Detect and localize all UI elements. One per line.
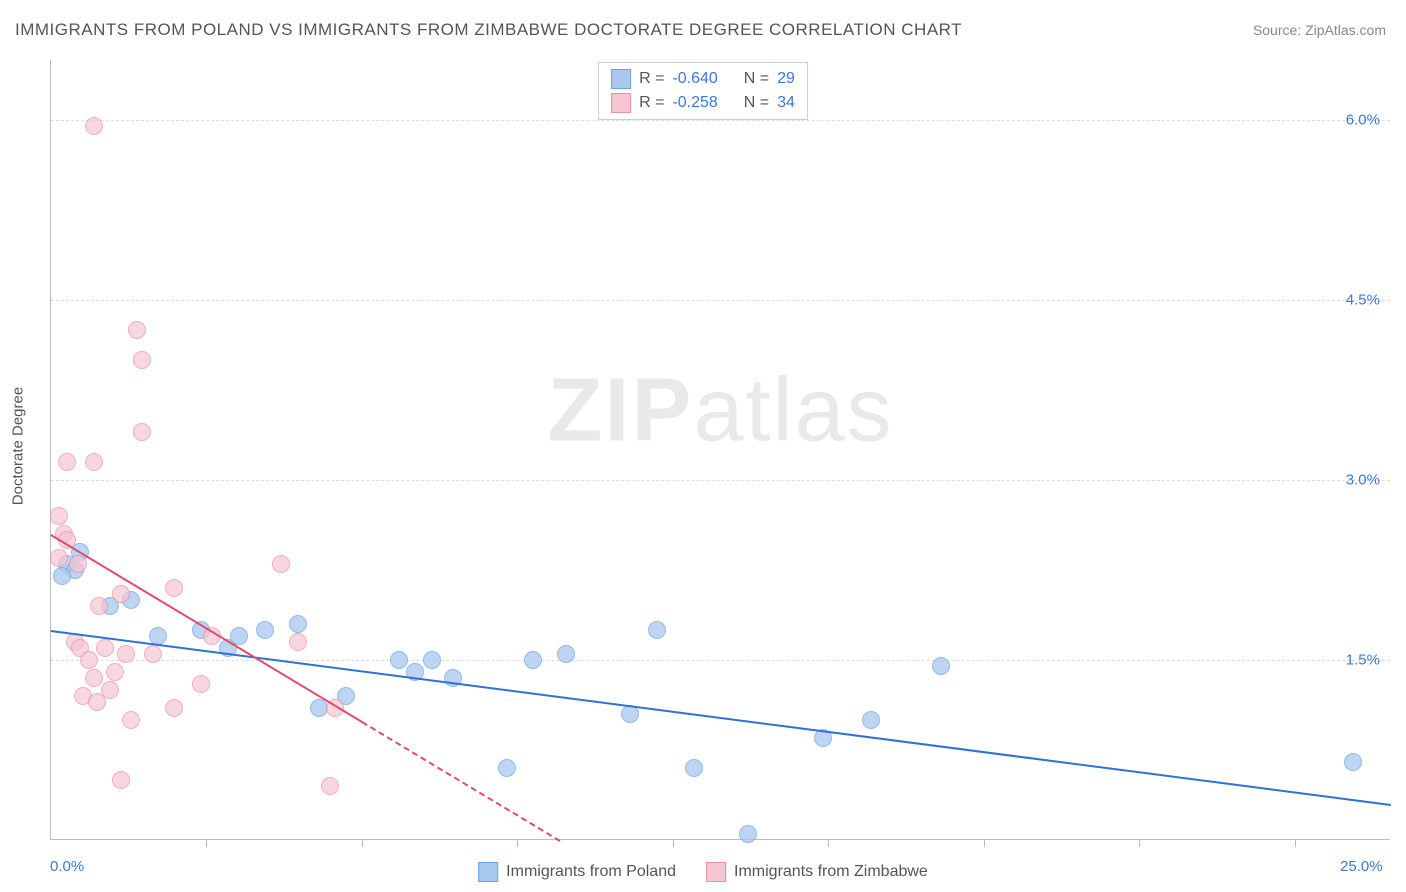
xtick-mark xyxy=(1139,839,1140,847)
scatter-point xyxy=(685,759,703,777)
legend-stats-row: R = -0.258 N = 34 xyxy=(611,91,795,115)
xtick-mark xyxy=(206,839,207,847)
scatter-point xyxy=(133,423,151,441)
scatter-point xyxy=(739,825,757,843)
chart-title: IMMIGRANTS FROM POLAND VS IMMIGRANTS FRO… xyxy=(15,20,962,40)
scatter-point xyxy=(498,759,516,777)
ytick-label: 3.0% xyxy=(1346,472,1380,489)
scatter-point xyxy=(96,639,114,657)
scatter-point xyxy=(85,453,103,471)
ytick-label: 1.5% xyxy=(1346,652,1380,669)
legend-series-label: Immigrants from Zimbabwe xyxy=(734,863,928,881)
scatter-point xyxy=(128,321,146,339)
xtick-mark xyxy=(828,839,829,847)
ytick-label: 4.5% xyxy=(1346,292,1380,309)
scatter-point xyxy=(112,585,130,603)
legend-series-label: Immigrants from Poland xyxy=(506,863,676,881)
scatter-point xyxy=(557,645,575,663)
gridline-h xyxy=(51,480,1390,481)
legend-r-label: R = xyxy=(639,94,664,112)
legend-series: Immigrants from Poland Immigrants from Zi… xyxy=(478,862,928,882)
ytick-label: 6.0% xyxy=(1346,112,1380,129)
scatter-point xyxy=(192,675,210,693)
source-label: Source: ZipAtlas.com xyxy=(1253,22,1386,38)
scatter-point xyxy=(50,549,68,567)
scatter-point xyxy=(289,633,307,651)
xtick-mark xyxy=(517,839,518,847)
watermark: ZIPatlas xyxy=(547,359,893,462)
scatter-point xyxy=(85,117,103,135)
scatter-point xyxy=(390,651,408,669)
legend-n-label: N = xyxy=(744,70,769,88)
correlation-chart: IMMIGRANTS FROM POLAND VS IMMIGRANTS FRO… xyxy=(0,0,1406,892)
xtick-mark xyxy=(673,839,674,847)
legend-n-value: 34 xyxy=(777,94,795,112)
scatter-point xyxy=(144,645,162,663)
scatter-point xyxy=(133,351,151,369)
xtick-mark xyxy=(362,839,363,847)
scatter-point xyxy=(932,657,950,675)
scatter-point xyxy=(122,711,140,729)
scatter-point xyxy=(862,711,880,729)
legend-n-label: N = xyxy=(744,94,769,112)
legend-swatch xyxy=(478,862,498,882)
scatter-point xyxy=(80,651,98,669)
xtick-label: 25.0% xyxy=(1340,858,1383,875)
legend-stats: R = -0.640 N = 29 R = -0.258 N = 34 xyxy=(598,62,808,120)
scatter-point xyxy=(85,669,103,687)
y-axis-label: Doctorate Degree xyxy=(10,387,27,505)
xtick-mark xyxy=(1295,839,1296,847)
scatter-point xyxy=(1344,753,1362,771)
scatter-point xyxy=(106,663,124,681)
scatter-point xyxy=(112,771,130,789)
scatter-point xyxy=(423,651,441,669)
scatter-point xyxy=(321,777,339,795)
gridline-h xyxy=(51,120,1390,121)
plot-area: ZIPatlas 1.5% 3.0% 4.5% 6.0% xyxy=(50,60,1390,840)
xtick-label: 0.0% xyxy=(50,858,84,875)
scatter-point xyxy=(58,453,76,471)
gridline-h xyxy=(51,300,1390,301)
legend-series-item: Immigrants from Zimbabwe xyxy=(706,862,928,882)
scatter-point xyxy=(69,555,87,573)
legend-swatch xyxy=(706,862,726,882)
scatter-point xyxy=(165,579,183,597)
scatter-point xyxy=(53,567,71,585)
legend-swatch xyxy=(611,93,631,113)
xtick-mark xyxy=(984,839,985,847)
scatter-point xyxy=(256,621,274,639)
scatter-point xyxy=(165,699,183,717)
gridline-h xyxy=(51,660,1390,661)
trend-line xyxy=(361,721,560,842)
legend-series-item: Immigrants from Poland xyxy=(478,862,676,882)
scatter-point xyxy=(524,651,542,669)
scatter-point xyxy=(50,507,68,525)
legend-n-value: 29 xyxy=(777,70,795,88)
scatter-point xyxy=(101,681,119,699)
legend-r-value: -0.258 xyxy=(672,94,717,112)
legend-swatch xyxy=(611,69,631,89)
legend-r-label: R = xyxy=(639,70,664,88)
legend-r-value: -0.640 xyxy=(672,70,717,88)
scatter-point xyxy=(272,555,290,573)
scatter-point xyxy=(90,597,108,615)
scatter-point xyxy=(648,621,666,639)
legend-stats-row: R = -0.640 N = 29 xyxy=(611,67,795,91)
scatter-point xyxy=(117,645,135,663)
scatter-point xyxy=(289,615,307,633)
